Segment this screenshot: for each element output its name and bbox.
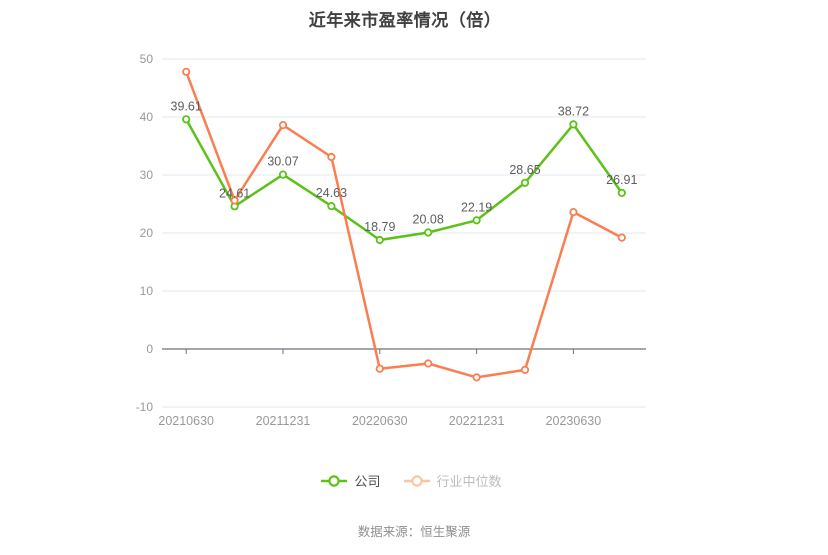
data-point-marker-company[interactable] bbox=[569, 120, 578, 129]
company-line-marker-icon bbox=[321, 474, 348, 487]
data-point-label: 39.61 bbox=[171, 99, 202, 113]
data-point-marker-industry-median[interactable] bbox=[617, 233, 626, 242]
chart-title: 近年来市盈率情况（倍） bbox=[308, 11, 502, 30]
y-axis-tick-label: 40 bbox=[140, 110, 154, 124]
y-axis-tick-label: -10 bbox=[136, 400, 154, 414]
y-axis-tick-label: 0 bbox=[146, 342, 153, 356]
data-point-marker-company[interactable] bbox=[182, 115, 191, 124]
data-point-marker-company[interactable] bbox=[375, 235, 384, 245]
chart-legend: 公司 行业中位数 bbox=[0, 471, 822, 490]
x-axis-tick-label: 20211231 bbox=[256, 414, 311, 428]
data-point-label: 24.61 bbox=[219, 186, 250, 200]
data-point-label: 18.79 bbox=[364, 220, 395, 234]
data-point-marker-company[interactable] bbox=[472, 216, 481, 225]
y-axis-tick-label: 10 bbox=[140, 284, 154, 298]
legend-item-industry-median[interactable]: 行业中位数 bbox=[403, 471, 502, 490]
data-point-label: 20.08 bbox=[413, 213, 444, 227]
data-point-label: 30.07 bbox=[267, 155, 298, 169]
data-point-marker-industry-median[interactable] bbox=[520, 365, 530, 374]
data-point-label: 22.19 bbox=[461, 200, 492, 214]
data-point-label: 28.65 bbox=[509, 163, 540, 177]
x-axis-tick-label: 20221231 bbox=[449, 414, 505, 428]
data-point-marker-company[interactable] bbox=[617, 188, 626, 197]
data-point-marker-industry-median[interactable] bbox=[375, 364, 384, 373]
y-axis-tick-label: 50 bbox=[140, 52, 154, 66]
data-point-label: 24.63 bbox=[316, 186, 347, 200]
series-line-industry-median bbox=[184, 70, 624, 379]
legend-label-industry-median: 行业中位数 bbox=[436, 474, 502, 489]
data-point-marker-industry-median[interactable] bbox=[182, 67, 191, 76]
legend-item-company[interactable]: 公司 bbox=[320, 471, 381, 490]
data-point-marker-company[interactable] bbox=[520, 178, 530, 187]
data-point-marker-industry-median[interactable] bbox=[278, 121, 288, 130]
data-source-text: 数据来源：恒生聚源 bbox=[357, 525, 471, 539]
y-axis-tick-label: 20 bbox=[140, 226, 154, 240]
x-axis-tick-label: 20230630 bbox=[546, 414, 602, 428]
data-point-marker-industry-median[interactable] bbox=[327, 152, 336, 162]
industry-median-line-marker-icon bbox=[403, 474, 430, 487]
data-point-marker-industry-median[interactable] bbox=[230, 196, 239, 205]
data-point-marker-company[interactable] bbox=[424, 228, 433, 237]
data-point-label: 26.91 bbox=[606, 173, 637, 187]
data-point-marker-company[interactable] bbox=[327, 202, 336, 211]
data-point-marker-industry-median[interactable] bbox=[569, 208, 578, 217]
x-axis-tick-label: 20220630 bbox=[352, 414, 408, 428]
data-point-label: 38.72 bbox=[558, 104, 589, 118]
legend-label-company: 公司 bbox=[354, 474, 381, 489]
data-point-marker-company[interactable] bbox=[278, 170, 288, 179]
data-point-marker-industry-median[interactable] bbox=[424, 359, 433, 368]
data-point-marker-industry-median[interactable] bbox=[472, 373, 481, 382]
series-line-company bbox=[184, 118, 624, 242]
y-axis-tick-label: 30 bbox=[140, 168, 154, 182]
x-axis-tick-label: 20210630 bbox=[158, 414, 214, 428]
